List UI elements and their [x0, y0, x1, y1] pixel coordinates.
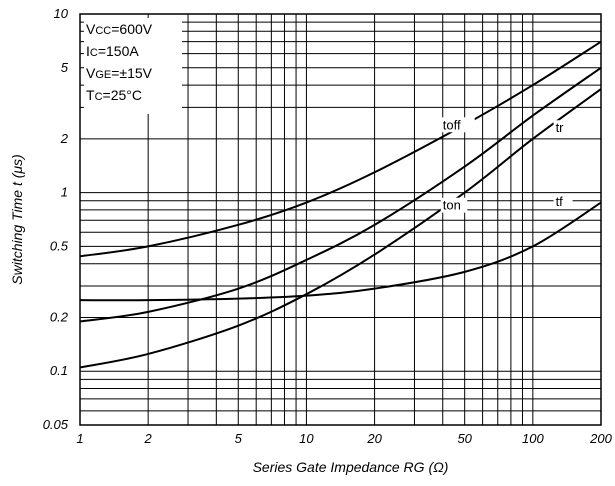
x-tick-label: 5 [235, 431, 243, 446]
plot-frame [79, 13, 602, 426]
x-tick-label: 50 [457, 431, 472, 446]
y-tick-label: 2 [60, 131, 69, 146]
y-tick-label: 0.05 [43, 417, 69, 432]
x-tick-label: 20 [366, 431, 382, 446]
y-tick-label: 5 [61, 60, 69, 75]
x-tick-label: 100 [522, 431, 544, 446]
y-axis-title: Switching Time t (μs) [9, 154, 25, 284]
y-tick-label: 0.1 [50, 363, 68, 378]
series-labels: toff ton tr tf [440, 117, 573, 213]
x-tick-label: 2 [144, 431, 153, 446]
test-conditions-background [84, 18, 182, 114]
series-ton-label: ton [443, 198, 461, 213]
x-axis-title: Series Gate Impedance RG (Ω) [253, 459, 449, 475]
test-condition-line: IC=150A [86, 43, 139, 59]
series-tr-line [79, 88, 602, 369]
test-condition-line: VGE=±15V [86, 65, 153, 81]
series-toff-label: toff [443, 117, 461, 132]
series-tr-label-bg [553, 120, 573, 136]
y-tick-label: 1 [61, 185, 68, 200]
x-tick-label: 200 [589, 431, 612, 446]
series-tf-label: tf [556, 194, 564, 209]
x-tick-label: 10 [299, 431, 314, 446]
test-conditions: VCC=600V IC=150A VGE=±15V TC=25°C [84, 18, 182, 114]
series-ton-line [79, 66, 602, 323]
x-tick-label: 1 [76, 431, 83, 446]
series-curves [79, 40, 602, 369]
y-tick-label: 10 [54, 6, 69, 21]
tick-labels: 1 2 5 10 20 50 100 200 0.05 0.1 0.2 0.5 1 2 5 10 [43, 6, 613, 446]
series-toff-label-bg [440, 117, 475, 133]
test-condition-line: VCC=600V [86, 21, 153, 37]
series-toff-line [79, 40, 602, 258]
grid-lines [80, 14, 601, 425]
series-tr-label: tr [556, 120, 565, 135]
y-tick-label: 0.2 [50, 309, 69, 324]
y-tick-label: 0.5 [50, 238, 69, 253]
series-ton-label-bg [440, 197, 468, 213]
series-tf-line [79, 201, 602, 302]
series-tf-label-bg [553, 193, 573, 209]
test-condition-line: TC=25°C [86, 87, 142, 103]
